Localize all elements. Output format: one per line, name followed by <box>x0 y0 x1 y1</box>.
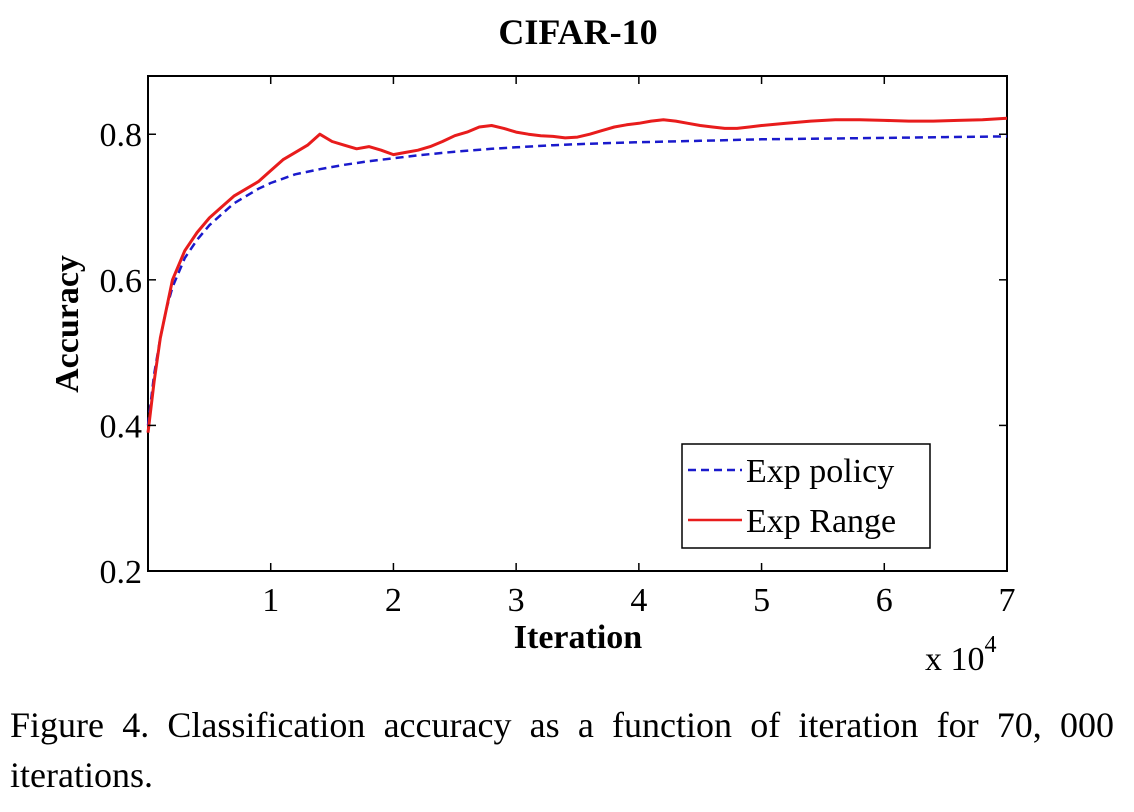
line-chart: CIFAR-10 1 2 3 4 5 6 7 0.2 0.4 0.6 0.8 Accuracy It… <box>49 12 1016 678</box>
x-tick-label-6: 6 <box>876 582 893 619</box>
y-tick-label-0.2: 0.2 <box>100 554 143 591</box>
tick-layer: 1 2 3 4 5 6 7 0.2 0.4 0.6 0.8 <box>100 76 1016 619</box>
y-tick-label-0.6: 0.6 <box>100 263 143 300</box>
y-tick-label-0.4: 0.4 <box>100 408 143 445</box>
y-axis-label: Accuracy <box>49 255 86 393</box>
x-tick-label-4: 4 <box>630 582 647 619</box>
x-axis-multiplier-exponent: 4 <box>985 632 997 658</box>
series-layer <box>146 116 1008 433</box>
x-axis-label: Iteration <box>514 619 643 656</box>
figure-caption: Figure 4. Classification accuracy as a f… <box>10 705 1114 795</box>
x-axis-multiplier: x 104 <box>925 632 997 678</box>
legend-box <box>681 443 931 549</box>
y-tick-label-0.8: 0.8 <box>100 117 143 154</box>
x-tick-label-3: 3 <box>508 582 525 619</box>
x-axis-multiplier-base: x 10 <box>925 641 985 678</box>
chart-title: CIFAR-10 <box>498 12 657 52</box>
legend-label-exp-range: Exp Range <box>746 503 896 540</box>
series-line-exp-policy <box>146 135 1008 426</box>
x-tick-label-7: 7 <box>999 582 1016 619</box>
legend: Exp policy Exp Range <box>681 443 931 549</box>
x-tick-label-2: 2 <box>385 582 402 619</box>
x-tick-label-5: 5 <box>753 582 770 619</box>
legend-label-exp-policy: Exp policy <box>746 453 894 490</box>
series-line-exp-range <box>146 116 1008 433</box>
x-tick-label-1: 1 <box>262 582 279 619</box>
